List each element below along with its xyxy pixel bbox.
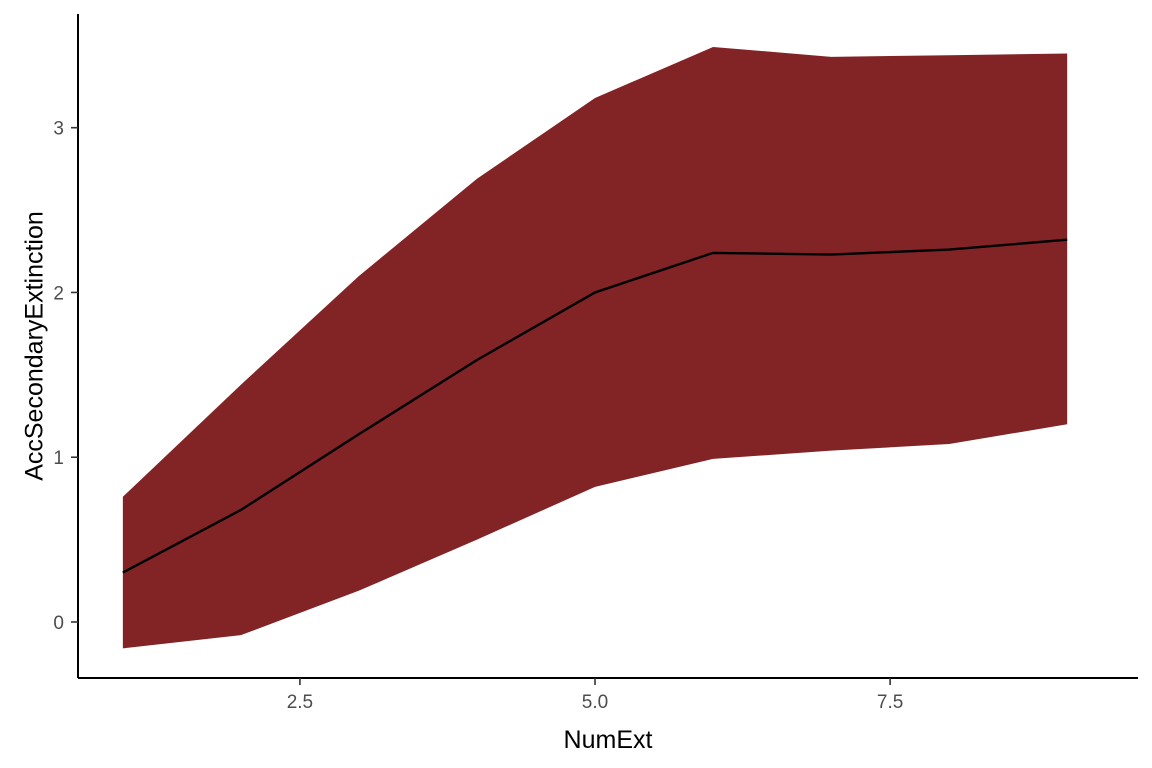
confidence-band-layer	[122, 46, 1068, 649]
confidence-band	[122, 46, 1068, 649]
x-axis-title: NumExt	[564, 726, 653, 754]
ticks-layer: 2.5 5.0 7.5 0 1 2 3	[53, 119, 903, 713]
y-tick-label: 0	[53, 613, 64, 634]
y-tick-label: 1	[53, 448, 64, 469]
x-tick-label: 5.0	[582, 692, 608, 713]
axes-layer	[77, 14, 1138, 679]
series-line	[122, 238, 1068, 574]
series-line-layer	[122, 238, 1068, 574]
y-tick-label: 3	[53, 119, 64, 140]
y-axis-title: AccSecondaryExtinction	[21, 211, 49, 481]
x-tick-label: 2.5	[287, 692, 313, 713]
y-tick-label: 2	[53, 283, 64, 304]
x-tick-label: 7.5	[877, 692, 903, 713]
